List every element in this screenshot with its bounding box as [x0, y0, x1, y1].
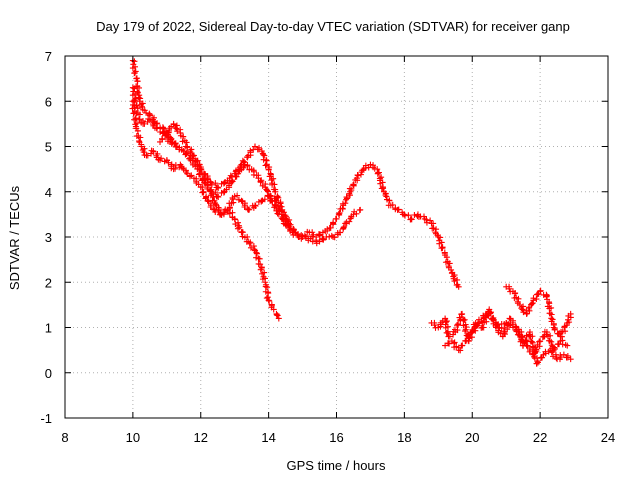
x-tick-label: 16	[329, 430, 343, 445]
y-tick-label: 7	[45, 49, 52, 64]
y-tick-label: 2	[45, 275, 52, 290]
series-track-a	[129, 57, 462, 290]
y-tick-label: -1	[40, 411, 52, 426]
x-tick-label: 20	[465, 430, 479, 445]
y-axis-ticks: -1 0 1 2 3 4 5 6 7	[40, 49, 608, 426]
x-tick-label: 18	[397, 430, 411, 445]
x-tick-label: 8	[61, 430, 68, 445]
y-tick-label: 1	[45, 321, 52, 336]
series-markers	[129, 84, 364, 247]
series-markers	[129, 98, 282, 322]
x-axis-ticks: 8 10 12 14 16 18 20 22 24	[61, 56, 615, 445]
y-axis-label: SDTVAR / TECUs	[7, 185, 22, 290]
x-tick-label: 12	[194, 430, 208, 445]
series-track-b	[129, 84, 364, 247]
y-tick-label: 0	[45, 366, 52, 381]
x-tick-label: 24	[601, 430, 615, 445]
x-tick-label: 22	[533, 430, 547, 445]
y-tick-label: 3	[45, 230, 52, 245]
data-points	[129, 57, 574, 367]
series-markers	[157, 120, 292, 231]
y-tick-label: 6	[45, 94, 52, 109]
series-track-g	[442, 310, 571, 358]
x-axis-label: GPS time / hours	[287, 458, 386, 473]
x-tick-label: 10	[126, 430, 140, 445]
x-tick-label: 14	[261, 430, 275, 445]
chart-title: Day 179 of 2022, Sidereal Day-to-day VTE…	[96, 19, 570, 34]
series-markers	[129, 57, 462, 290]
series-track-f	[503, 283, 574, 340]
series-track-c	[129, 98, 282, 322]
y-tick-label: 4	[45, 185, 52, 200]
y-tick-label: 5	[45, 140, 52, 155]
series-track-d	[157, 120, 292, 231]
series-markers	[442, 310, 571, 358]
series-markers	[503, 283, 574, 340]
